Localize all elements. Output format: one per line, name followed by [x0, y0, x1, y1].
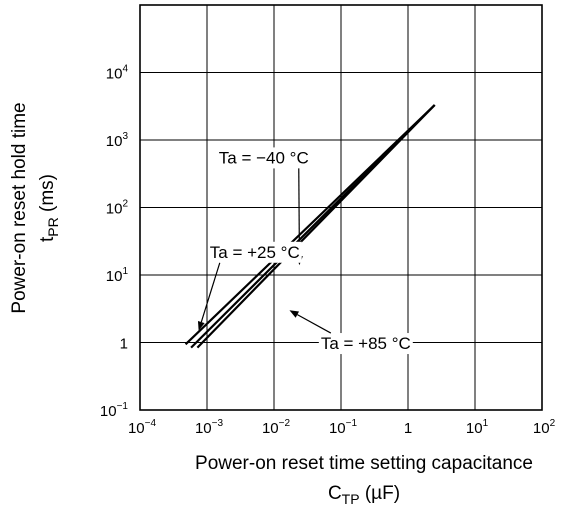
annotation-bg-1: [207, 241, 302, 263]
y-axis-subscript: PR: [45, 217, 61, 236]
x-tick-label-5: 101: [466, 418, 489, 437]
annotations: Ta = −40 °C Ta = +25 °C Ta = +85 °C: [197, 147, 413, 355]
x-axis-symbol: C: [328, 483, 342, 504]
annotation-bg-2: [318, 333, 413, 355]
annotation-arrow-1: [200, 262, 221, 323]
annotation-label-1: Ta = +25 °C: [210, 243, 300, 262]
y-axis-unit: tPR (ms): [37, 174, 61, 242]
x-axis-title: Power-on reset time setting capacitance: [195, 453, 533, 474]
x-tick-label-0: 10−4: [128, 418, 157, 437]
y-tick-label-5: 104: [106, 64, 129, 83]
y-tick-label-3: 102: [106, 199, 129, 218]
x-axis-unit-text: (µF): [360, 483, 401, 504]
y-axis-symbol: t: [37, 236, 58, 242]
y-tick-label-4: 103: [106, 131, 129, 150]
y-tick-label-0: 10−1: [100, 401, 129, 420]
x-axis-unit: CTP (µF): [328, 483, 400, 507]
y-tick-label-1: 1: [120, 336, 128, 353]
annotation-arrow-2: [297, 314, 332, 334]
x-tick-label-3: 10−1: [329, 418, 358, 437]
y-axis-title: Power-on reset hold time: [9, 102, 30, 313]
annotation-arrowhead-1: [197, 320, 205, 331]
x-tick-label-4: 1: [404, 420, 412, 437]
annotation-label-0: Ta = −40 °C: [219, 148, 309, 167]
x-tick-label-2: 10−2: [262, 418, 291, 437]
annotation-bg-0: [216, 147, 311, 169]
annotation-label-2: Ta = +85 °C: [321, 334, 411, 353]
series-line-2: [196, 104, 436, 349]
x-axis-subscript: TP: [342, 491, 360, 507]
y-tick-labels: 10−1 1 101 102 103 104: [100, 64, 129, 421]
annotation-arrow-0: [298, 168, 301, 257]
annotation-arrowhead-2: [289, 310, 300, 318]
x-tick-label-6: 102: [533, 418, 556, 437]
series-lines: [184, 104, 436, 349]
y-axis-unit-text: (ms): [37, 174, 58, 217]
plot-frame: [139, 4, 543, 411]
x-tick-label-1: 10−3: [195, 418, 224, 437]
y-tick-label-2: 101: [106, 266, 129, 285]
x-tick-labels: 10−4 10−3 10−2 10−1 1 101 102: [128, 418, 556, 437]
